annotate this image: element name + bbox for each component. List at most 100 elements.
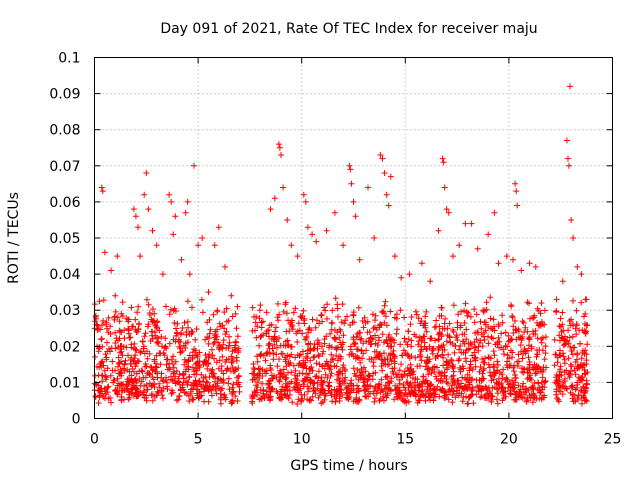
data-point bbox=[457, 342, 464, 349]
data-point bbox=[508, 303, 515, 310]
data-point bbox=[309, 380, 316, 387]
data-point bbox=[396, 388, 403, 395]
data-point bbox=[219, 345, 226, 352]
data-point bbox=[185, 392, 192, 399]
data-point bbox=[381, 350, 387, 357]
data-point bbox=[365, 184, 371, 191]
data-point bbox=[234, 381, 241, 388]
data-point bbox=[280, 184, 287, 191]
data-point bbox=[195, 242, 202, 249]
data-point bbox=[225, 375, 232, 382]
data-point bbox=[529, 315, 536, 322]
data-point bbox=[440, 362, 447, 369]
data-point bbox=[108, 345, 115, 352]
data-point bbox=[294, 339, 301, 345]
data-point bbox=[446, 333, 453, 340]
data-point bbox=[495, 260, 502, 267]
data-point bbox=[398, 274, 405, 281]
data-point bbox=[180, 375, 187, 382]
data-point bbox=[495, 334, 502, 341]
data-point bbox=[538, 300, 545, 306]
data-point bbox=[368, 356, 375, 362]
data-point bbox=[321, 387, 328, 394]
data-point bbox=[162, 343, 169, 350]
data-point bbox=[376, 380, 383, 387]
data-point bbox=[453, 384, 460, 391]
data-point bbox=[441, 373, 448, 379]
data-point bbox=[199, 309, 206, 316]
data-point bbox=[531, 314, 538, 321]
data-point bbox=[228, 353, 235, 360]
data-point bbox=[314, 385, 321, 392]
data-point bbox=[118, 397, 125, 404]
data-point bbox=[103, 356, 110, 363]
data-point bbox=[376, 397, 383, 404]
data-point bbox=[566, 318, 573, 324]
data-point bbox=[510, 256, 516, 263]
data-point bbox=[509, 314, 516, 321]
data-point bbox=[288, 351, 295, 358]
data-point bbox=[404, 365, 411, 371]
data-point bbox=[521, 366, 528, 373]
data-point bbox=[193, 386, 200, 393]
data-point bbox=[582, 296, 589, 303]
data-point bbox=[253, 382, 260, 389]
data-point bbox=[293, 380, 300, 387]
data-point bbox=[128, 354, 135, 361]
data-point bbox=[177, 331, 184, 338]
data-point bbox=[166, 191, 173, 198]
data-point bbox=[510, 381, 517, 388]
data-point bbox=[103, 391, 109, 398]
data-point bbox=[505, 338, 512, 345]
data-point bbox=[324, 361, 331, 368]
data-point bbox=[220, 379, 227, 386]
data-point bbox=[460, 394, 467, 401]
data-point bbox=[283, 338, 289, 345]
data-point bbox=[292, 305, 299, 312]
data-point bbox=[324, 301, 331, 308]
data-point bbox=[118, 381, 125, 388]
data-point bbox=[138, 348, 145, 355]
data-point bbox=[414, 376, 421, 383]
data-point bbox=[309, 367, 316, 374]
data-point bbox=[327, 330, 334, 337]
data-point bbox=[175, 396, 182, 403]
data-point bbox=[211, 355, 218, 362]
data-point bbox=[539, 334, 546, 341]
data-points bbox=[91, 83, 591, 407]
data-point bbox=[149, 227, 156, 234]
data-point bbox=[479, 331, 485, 338]
data-point bbox=[321, 340, 328, 347]
data-point bbox=[480, 367, 487, 374]
data-point bbox=[490, 316, 497, 323]
data-point bbox=[151, 329, 158, 336]
data-point bbox=[112, 308, 119, 315]
data-point bbox=[526, 260, 533, 267]
data-point bbox=[264, 350, 271, 357]
data-point bbox=[413, 308, 419, 315]
data-point bbox=[280, 366, 287, 373]
data-point bbox=[512, 180, 519, 187]
data-point bbox=[118, 342, 125, 349]
data-point bbox=[374, 342, 381, 348]
data-point bbox=[323, 227, 330, 234]
data-point bbox=[297, 385, 304, 392]
data-point bbox=[471, 319, 478, 326]
data-point bbox=[490, 376, 497, 383]
data-point bbox=[483, 391, 489, 398]
data-point bbox=[275, 141, 282, 148]
data-point bbox=[232, 310, 239, 317]
data-point bbox=[583, 377, 590, 384]
data-point bbox=[181, 319, 188, 326]
data-point bbox=[359, 318, 366, 324]
data-point bbox=[468, 220, 475, 227]
data-point bbox=[559, 309, 566, 316]
data-point bbox=[499, 312, 506, 319]
data-point bbox=[500, 346, 507, 353]
data-point bbox=[254, 391, 261, 398]
data-point bbox=[529, 385, 536, 392]
data-point bbox=[249, 304, 256, 311]
data-point bbox=[321, 365, 328, 372]
data-point bbox=[380, 393, 386, 400]
data-point bbox=[466, 367, 473, 374]
